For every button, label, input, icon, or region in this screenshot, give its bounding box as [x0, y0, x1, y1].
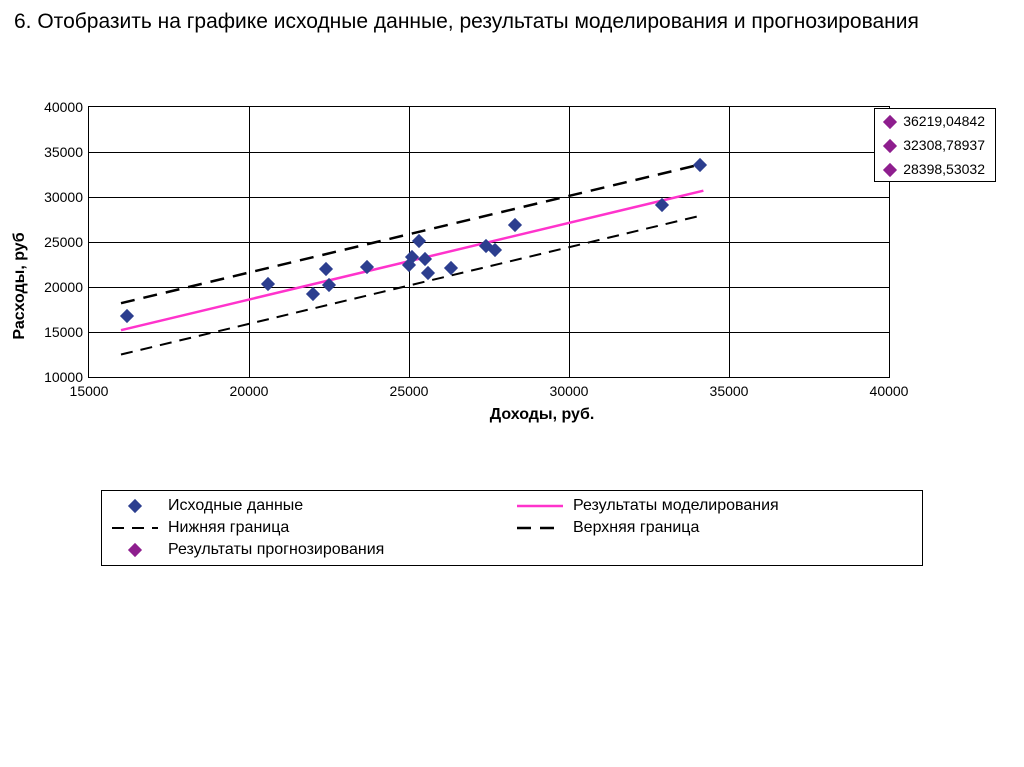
x-tick: 30000: [550, 377, 589, 399]
chart: Расходы, руб 100001500020000250003000035…: [14, 106, 1010, 466]
legend-item: Исходные данные: [112, 497, 507, 515]
y-tick: 30000: [44, 189, 89, 205]
forecast-value: 36219,04842: [903, 113, 985, 129]
y-tick: 25000: [44, 234, 89, 250]
x-tick: 35000: [710, 377, 749, 399]
x-tick: 40000: [870, 377, 909, 399]
legend-item: Верхняя граница: [517, 519, 912, 537]
y-axis-label: Расходы, руб: [11, 233, 29, 340]
y-tick: 40000: [44, 99, 89, 115]
legend-item: Нижняя граница: [112, 519, 507, 537]
x-tick: 15000: [70, 377, 109, 399]
forecast-value: 28398,53032: [903, 161, 985, 177]
legend-item: Результаты моделирования: [517, 497, 912, 515]
x-axis-label: Доходы, руб.: [88, 406, 996, 424]
x-tick: 25000: [390, 377, 429, 399]
task-text: 6. Отобразить на графике исходные данные…: [14, 8, 1010, 36]
x-tick: 20000: [230, 377, 269, 399]
forecast-value-box: 36219,04842 32308,78937 28398,53032: [874, 108, 996, 182]
y-tick: 20000: [44, 279, 89, 295]
plot-area: 1000015000200002500030000350004000015000…: [88, 106, 890, 378]
forecast-value: 32308,78937: [903, 137, 985, 153]
y-tick: 35000: [44, 144, 89, 160]
y-tick: 15000: [44, 324, 89, 340]
legend-item: Результаты прогнозирования: [112, 541, 507, 559]
legend: Исходные данные Результаты моделирования Н…: [101, 490, 923, 566]
